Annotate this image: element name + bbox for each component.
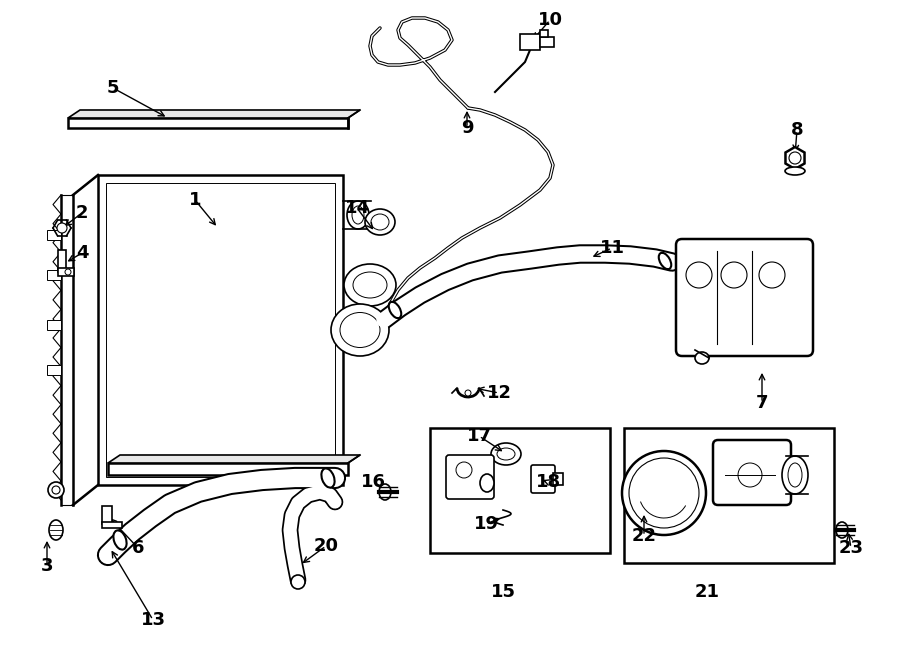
Ellipse shape bbox=[695, 352, 709, 364]
Text: 19: 19 bbox=[473, 515, 499, 533]
Text: 12: 12 bbox=[487, 384, 511, 402]
Text: 17: 17 bbox=[466, 427, 491, 445]
Polygon shape bbox=[786, 147, 805, 169]
Text: 16: 16 bbox=[361, 473, 385, 491]
Ellipse shape bbox=[365, 209, 395, 235]
Text: 7: 7 bbox=[756, 394, 769, 412]
Ellipse shape bbox=[347, 201, 369, 229]
Circle shape bbox=[759, 262, 785, 288]
Text: 23: 23 bbox=[839, 539, 863, 557]
Text: 8: 8 bbox=[791, 121, 804, 139]
Bar bbox=[540, 30, 548, 37]
Circle shape bbox=[52, 486, 60, 494]
Bar bbox=[68, 118, 348, 128]
Text: 20: 20 bbox=[313, 537, 338, 555]
Text: 6: 6 bbox=[131, 539, 144, 557]
Circle shape bbox=[456, 462, 472, 478]
Ellipse shape bbox=[340, 313, 380, 348]
Polygon shape bbox=[68, 110, 360, 118]
Text: 13: 13 bbox=[140, 611, 166, 629]
Circle shape bbox=[48, 482, 64, 498]
Ellipse shape bbox=[782, 456, 808, 494]
Ellipse shape bbox=[788, 463, 802, 487]
Ellipse shape bbox=[659, 253, 671, 269]
Text: 5: 5 bbox=[107, 79, 119, 97]
Ellipse shape bbox=[785, 167, 805, 175]
Ellipse shape bbox=[321, 469, 335, 488]
FancyBboxPatch shape bbox=[446, 455, 494, 499]
Ellipse shape bbox=[836, 522, 848, 538]
Bar bbox=[47, 270, 61, 280]
Ellipse shape bbox=[352, 206, 364, 224]
Ellipse shape bbox=[331, 304, 389, 356]
Circle shape bbox=[686, 262, 712, 288]
Ellipse shape bbox=[497, 448, 515, 460]
Polygon shape bbox=[108, 455, 360, 463]
FancyBboxPatch shape bbox=[713, 440, 791, 505]
Bar bbox=[47, 320, 61, 330]
Bar bbox=[58, 250, 66, 272]
FancyBboxPatch shape bbox=[676, 239, 813, 356]
Bar bbox=[58, 268, 74, 276]
Bar bbox=[47, 230, 61, 240]
Ellipse shape bbox=[480, 474, 494, 492]
Text: 14: 14 bbox=[345, 199, 370, 217]
Bar bbox=[102, 506, 112, 524]
Text: 9: 9 bbox=[461, 119, 473, 137]
Bar bbox=[102, 522, 122, 528]
Bar bbox=[520, 34, 540, 50]
Text: 15: 15 bbox=[491, 583, 516, 601]
Text: 1: 1 bbox=[189, 191, 202, 209]
Text: 2: 2 bbox=[76, 204, 88, 222]
FancyBboxPatch shape bbox=[531, 465, 555, 493]
Bar bbox=[624, 428, 834, 563]
Ellipse shape bbox=[379, 484, 391, 500]
Circle shape bbox=[465, 390, 471, 396]
Circle shape bbox=[291, 575, 305, 589]
Text: 11: 11 bbox=[599, 239, 625, 257]
Bar bbox=[106, 183, 335, 477]
Circle shape bbox=[622, 451, 706, 535]
Bar bbox=[430, 428, 610, 553]
Bar bbox=[47, 365, 61, 375]
Ellipse shape bbox=[49, 520, 63, 540]
Ellipse shape bbox=[491, 443, 521, 465]
Circle shape bbox=[789, 152, 801, 164]
Circle shape bbox=[738, 463, 762, 487]
Ellipse shape bbox=[389, 302, 401, 318]
Ellipse shape bbox=[344, 264, 396, 306]
Circle shape bbox=[629, 458, 699, 528]
Text: 4: 4 bbox=[76, 244, 88, 262]
Bar bbox=[540, 37, 554, 47]
Circle shape bbox=[721, 262, 747, 288]
Ellipse shape bbox=[353, 272, 387, 298]
Ellipse shape bbox=[371, 214, 389, 230]
Text: 22: 22 bbox=[632, 527, 656, 545]
Circle shape bbox=[65, 269, 71, 275]
Ellipse shape bbox=[113, 530, 127, 549]
Text: 10: 10 bbox=[537, 11, 562, 29]
Bar bbox=[98, 175, 343, 485]
Bar bbox=[553, 473, 563, 485]
Bar bbox=[108, 463, 348, 475]
Text: 18: 18 bbox=[536, 473, 561, 491]
Circle shape bbox=[57, 223, 67, 233]
Text: 21: 21 bbox=[695, 583, 719, 601]
Text: 3: 3 bbox=[40, 557, 53, 575]
